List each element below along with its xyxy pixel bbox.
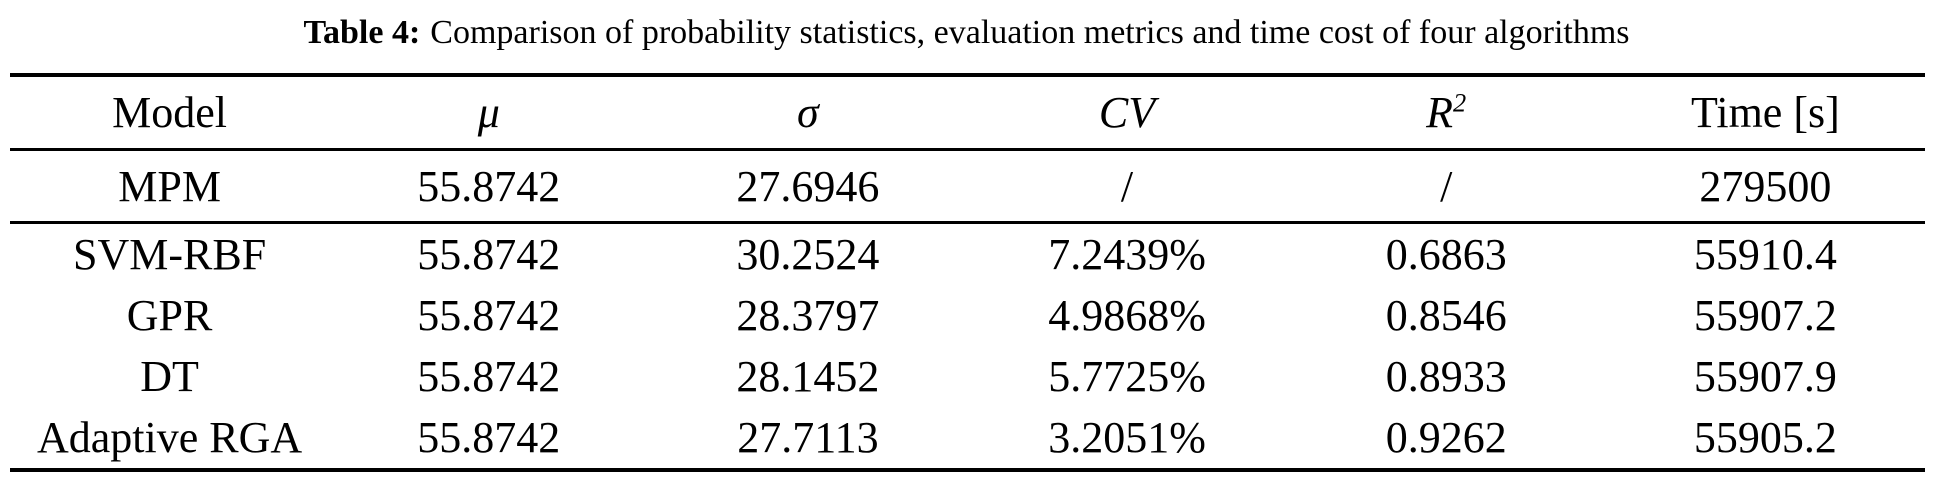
table-row-dt: DT 55.8742 28.1452 5.7725% 0.8933 55907.…	[10, 346, 1925, 407]
cell-r2: 0.9262	[1385, 413, 1507, 462]
cell-model: SVM-RBF	[72, 230, 267, 279]
cell-cv: /	[967, 149, 1287, 224]
col-header-time: Time [s]	[1605, 75, 1925, 151]
cell-r2: 0.6863	[1385, 230, 1507, 279]
cell-mu: 55.8742	[417, 230, 561, 279]
cell-mu: 55.8742	[417, 413, 561, 462]
table-row-adaptive-rga: Adaptive RGA 55.8742 27.7113 3.2051% 0.9…	[10, 407, 1925, 470]
col-header-cv: CV	[967, 75, 1287, 151]
comparison-table: Model μ σ CV R2 Time [s] MPM 55.8742 27.…	[10, 73, 1925, 472]
cell-sigma: 27.7113	[737, 413, 879, 462]
cell-model: DT	[140, 352, 199, 401]
table-header: Model μ σ CV R2 Time [s]	[10, 75, 1925, 151]
cell-time: 279500	[1605, 149, 1925, 224]
cell-mu: 55.8742	[329, 149, 649, 224]
cell-cv: 5.7725%	[1048, 352, 1206, 401]
cell-sigma: 27.6946	[648, 149, 968, 224]
cell-time: 55905.2	[1693, 413, 1837, 462]
cell-time: 55907.9	[1693, 352, 1837, 401]
header-row: Model μ σ CV R2 Time [s]	[10, 75, 1925, 151]
table-row-mpm: MPM 55.8742 27.6946 / / 279500	[10, 149, 1925, 224]
cell-cv: 3.2051%	[1048, 413, 1206, 462]
col-header-model: Model	[10, 75, 330, 151]
cell-model: GPR	[126, 291, 213, 340]
algorithms-section: SVM-RBF 55.8742 30.2524 7.2439% 0.6863 5…	[10, 223, 1925, 471]
table-row-gpr: GPR 55.8742 28.3797 4.9868% 0.8546 55907…	[10, 285, 1925, 346]
table-caption-text: Comparison of probability statistics, ev…	[430, 14, 1630, 51]
cell-r2: /	[1286, 149, 1606, 224]
cell-r2: 0.8546	[1385, 291, 1507, 340]
table-caption-label: Table 4:	[303, 14, 421, 51]
baseline-section: MPM 55.8742 27.6946 / / 279500	[10, 149, 1925, 224]
cell-model: Adaptive RGA	[36, 413, 303, 462]
cell-mu: 55.8742	[417, 352, 561, 401]
r2-exponent: 2	[1453, 87, 1467, 118]
col-header-sigma: σ	[648, 75, 968, 151]
r2-base: R	[1426, 88, 1454, 137]
col-header-r2: R2	[1286, 75, 1606, 151]
table-row-svm-rbf: SVM-RBF 55.8742 30.2524 7.2439% 0.6863 5…	[10, 223, 1925, 286]
table-caption: Table 4: Comparison of probability stati…	[0, 0, 1933, 66]
cell-r2: 0.8933	[1385, 352, 1507, 401]
cell-time: 55907.2	[1693, 291, 1837, 340]
cell-cv: 7.2439%	[1048, 230, 1206, 279]
cell-time: 55910.4	[1693, 230, 1837, 279]
cell-sigma: 28.1452	[736, 352, 880, 401]
col-header-mu: μ	[329, 75, 649, 151]
cell-sigma: 30.2524	[736, 230, 880, 279]
cell-mu: 55.8742	[417, 291, 561, 340]
cell-cv: 4.9868%	[1048, 291, 1206, 340]
cell-model: MPM	[10, 149, 330, 224]
cell-sigma: 28.3797	[736, 291, 880, 340]
